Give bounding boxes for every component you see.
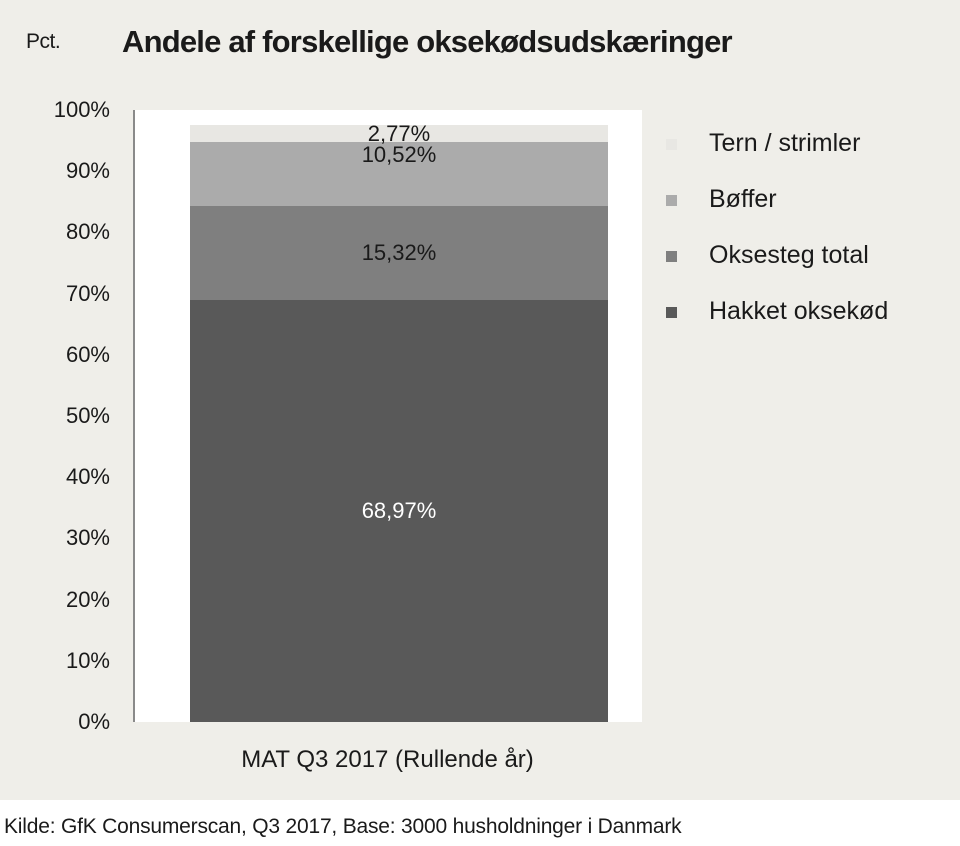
legend-label: Bøffer (709, 185, 777, 213)
stacked-bar: 68,97% 15,32% 10,52% 2,77% (190, 110, 608, 722)
y-unit-label: Pct. (26, 30, 61, 53)
y-tick-label: 80% (65, 219, 110, 245)
legend-swatch-icon (666, 251, 677, 262)
legend-item: Hakket oksekød (666, 296, 956, 326)
y-tick-label: 60% (65, 341, 110, 367)
legend-item: Oksesteg total (666, 240, 956, 270)
legend-label: Oksesteg total (709, 241, 869, 269)
bar-segment-oksesteg-total: 15,32% (190, 206, 608, 300)
y-tick-label: 100% (53, 97, 110, 122)
bar-segment-hakket-oksekød: 68,97% (190, 299, 608, 722)
legend-label: Tern / strimler (709, 129, 861, 157)
bar-segment-bøffer: 10,52% (190, 141, 608, 207)
data-label: 2,77% (367, 120, 431, 146)
bar-segment-tern-strimler: 2,77% (190, 120, 608, 146)
legend-swatch-icon (666, 195, 677, 206)
y-tick-label: 50% (65, 403, 110, 428)
y-tick-label: 30% (65, 525, 110, 551)
data-label: 15,32% (361, 240, 437, 266)
y-axis-line (133, 110, 135, 722)
data-label: 10,52% (361, 141, 437, 167)
source-note: Kilde: GfK Consumerscan, Q3 2017, Base: … (4, 815, 682, 838)
x-category-label: MAT Q3 2017 (Rullende år) (241, 746, 534, 773)
legend-label: Hakket oksekød (709, 297, 889, 325)
y-tick-label: 90% (65, 158, 110, 184)
y-tick-label: 20% (65, 586, 110, 612)
y-tick-label: 10% (65, 647, 110, 673)
y-tick-label: 0% (78, 709, 110, 734)
chart-title: Andele af forskellige oksekødsudskæringe… (122, 24, 733, 59)
legend-swatch-icon (666, 307, 677, 318)
legend-item: Tern / strimler (666, 128, 956, 158)
y-tick-label: 40% (65, 464, 110, 490)
data-label: 68,97% (361, 497, 437, 523)
legend-swatch-icon (666, 139, 677, 150)
y-tick-label: 70% (65, 280, 110, 306)
legend-item: Bøffer (666, 184, 956, 214)
